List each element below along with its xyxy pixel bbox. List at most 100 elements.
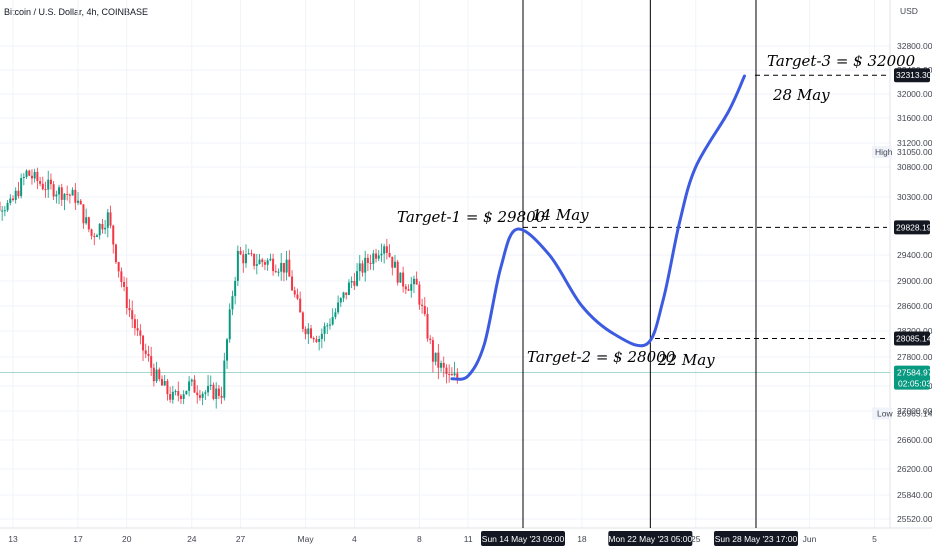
x-tick-label: 24 — [187, 534, 197, 544]
candle-body — [369, 262, 372, 264]
candle-body — [196, 392, 199, 396]
candle-body — [244, 253, 247, 264]
candle-body — [307, 328, 310, 335]
low-value: 26965.14 — [897, 409, 932, 419]
y-tick-label: 25840.00 — [897, 490, 932, 500]
candle-body — [339, 298, 342, 303]
candle-body — [33, 171, 36, 179]
candle-body — [364, 257, 367, 273]
candle-body — [147, 353, 150, 357]
marker-date-label-2: Mon 22 May '23 05:00 — [608, 534, 692, 544]
x-tick-label: 8 — [417, 534, 422, 544]
y-tick-label: 31200.00 — [897, 138, 932, 148]
candle-body — [123, 281, 126, 287]
candle-body — [440, 362, 443, 368]
x-tick-label: 4 — [352, 534, 357, 544]
candle-body — [212, 384, 215, 399]
low-label: Low — [877, 409, 893, 419]
level-label-3: 28085.14 — [896, 333, 932, 343]
candle-body — [358, 263, 361, 272]
candle-body — [79, 200, 82, 205]
candle-body — [39, 181, 42, 184]
candle-body — [337, 302, 340, 313]
candle-body — [22, 176, 25, 179]
candle-body — [217, 388, 220, 396]
high-value: 31050.00 — [897, 147, 932, 157]
y-axis: USD 25520.00 25840.00 26200.00 26600.00 27000… — [897, 6, 932, 524]
candle-body — [223, 360, 226, 398]
candle-body — [315, 339, 318, 342]
y-tick-label: 31600.00 — [897, 113, 932, 123]
candle-body — [85, 217, 88, 224]
y-tick-label: 27000.00 — [897, 406, 932, 416]
x-tick-label: 18 — [577, 534, 587, 544]
candle-body — [90, 229, 93, 236]
candle-body — [277, 271, 280, 273]
candle-body — [41, 183, 44, 190]
candle-body — [426, 314, 429, 339]
low-tag — [872, 407, 892, 420]
marker-date-label-1: Sun 14 May '23 09:00 — [482, 534, 565, 544]
x-axis: 13 17 20 24 27 May 4 8 11 18 25 Jun 5 — [8, 534, 877, 544]
candle-body — [142, 335, 145, 351]
candle-body — [204, 392, 207, 394]
candle-body — [201, 393, 204, 398]
candle-body — [418, 284, 421, 305]
candle-body — [423, 305, 426, 315]
candle-body — [266, 260, 269, 265]
candle-body — [125, 286, 128, 309]
marker-date-label-3: Sun 28 May '23 17:00 — [715, 534, 798, 544]
candle-body — [310, 328, 313, 338]
candles — [0, 167, 459, 409]
candle-body — [209, 384, 212, 386]
candle-body — [293, 290, 296, 295]
x-tick-label: May — [298, 534, 315, 544]
candle-body — [185, 390, 188, 395]
candle-body — [250, 253, 253, 255]
candle-body — [372, 253, 375, 264]
candle-body — [396, 261, 399, 283]
annotation-6: 28 May — [772, 86, 830, 104]
candle-body — [3, 210, 6, 212]
candle-body — [58, 187, 61, 195]
candle-body — [66, 193, 69, 195]
y-tick-label: 26200.00 — [897, 464, 932, 474]
candle-body — [131, 310, 134, 320]
candle-body — [255, 264, 258, 266]
y-tick-label: 28200.00 — [897, 326, 932, 336]
candle-body — [299, 298, 302, 313]
candle-body — [17, 190, 20, 197]
candle-body — [263, 262, 266, 265]
y-axis-unit: USD — [900, 6, 918, 16]
candle-body — [407, 289, 410, 291]
candle-body — [353, 281, 356, 286]
annotation-5: Target-3 = $ 32000 — [767, 52, 916, 70]
candle-body — [342, 292, 345, 299]
candle-body — [150, 356, 153, 368]
y-tick-label: 28600.00 — [897, 301, 932, 311]
candle-body — [128, 308, 131, 311]
candle-body — [431, 340, 434, 362]
candle-body — [361, 263, 364, 273]
x-tick-label: 13 — [8, 534, 18, 544]
candle-body — [242, 254, 245, 264]
y-tick-label: 26600.00 — [897, 435, 932, 445]
candle-body — [198, 395, 201, 398]
candle-body — [207, 385, 210, 393]
candle-body — [166, 380, 169, 395]
candle-body — [415, 278, 418, 285]
candle-body — [155, 369, 158, 382]
candle-body — [9, 198, 12, 203]
candle-body — [323, 326, 326, 334]
candle-body — [236, 250, 239, 281]
candle-body — [291, 276, 294, 291]
candle-body — [215, 388, 218, 399]
candle-body — [404, 286, 407, 290]
candle-body — [253, 253, 256, 266]
candle-body — [239, 250, 242, 255]
candle-body — [285, 259, 288, 273]
level-label-2: 29828.19 — [896, 222, 932, 232]
candle-body — [169, 394, 172, 400]
candle-body — [174, 391, 177, 393]
